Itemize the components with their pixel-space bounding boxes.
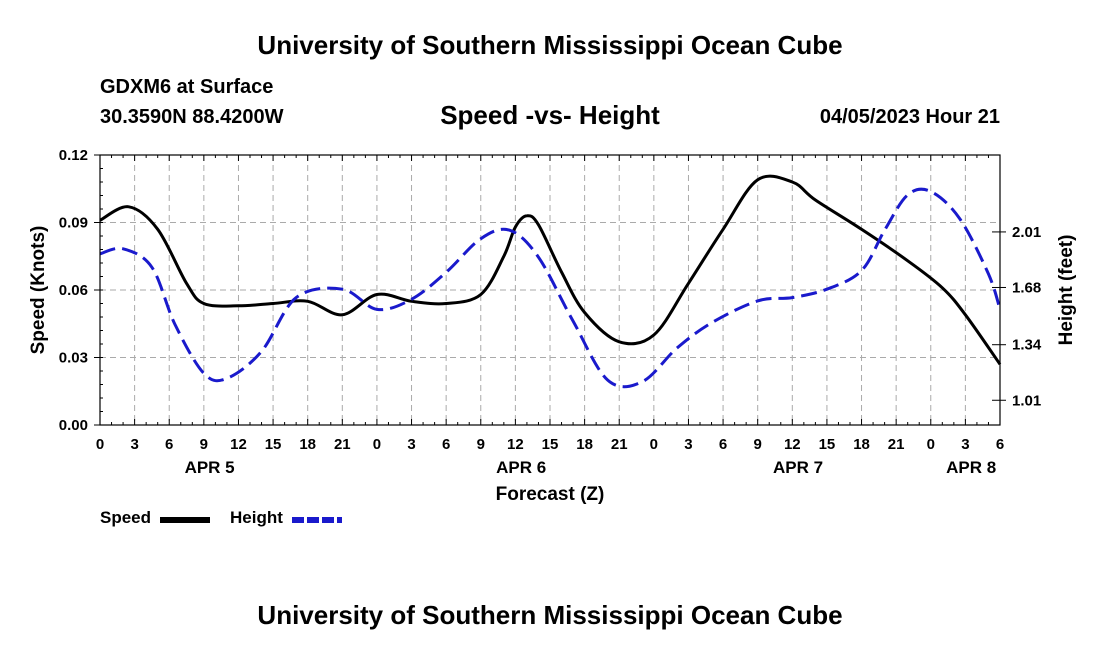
y-right-tick-label: 1.34	[1012, 337, 1042, 354]
x-tick-label: 6	[442, 436, 450, 453]
coordinates-label: 30.3590N 88.4200W	[100, 106, 284, 128]
x-tick-label: 0	[927, 436, 935, 453]
y-left-tick-label: 0.03	[59, 350, 88, 367]
x-tick-label: 15	[819, 436, 836, 453]
x-tick-label: 6	[719, 436, 727, 453]
series-line-height	[99, 187, 1002, 389]
axes	[94, 154, 1006, 426]
x-tick-label: 12	[784, 436, 801, 453]
day-label: APR 8	[946, 458, 996, 477]
x-tick-label: 6	[996, 436, 1004, 453]
page-title-top: University of Southern Mississippi Ocean…	[257, 30, 843, 60]
y-right-tick-label: 2.01	[1012, 224, 1041, 241]
x-tick-label: 3	[684, 436, 692, 453]
y-left-tick-label: 0.09	[59, 215, 88, 232]
x-tick-label: 3	[407, 436, 415, 453]
x-tick-label: 0	[373, 436, 381, 453]
x-tick-label: 21	[611, 436, 628, 453]
x-tick-label: 18	[576, 436, 593, 453]
x-tick-label: 21	[334, 436, 351, 453]
x-tick-label: 6	[165, 436, 173, 453]
day-label: APR 5	[185, 458, 235, 477]
x-tick-label: 0	[650, 436, 658, 453]
x-tick-label: 12	[507, 436, 524, 453]
y-right-tick-label: 1.68	[1012, 279, 1041, 296]
y-left-tick-label: 0.00	[59, 417, 88, 434]
x-tick-label: 18	[299, 436, 316, 453]
grid	[100, 155, 1000, 425]
y-left-tick-label: 0.12	[59, 147, 88, 164]
x-tick-label: 3	[961, 436, 969, 453]
legend-height-label: Height	[230, 508, 283, 527]
page-title-bottom: University of Southern Mississippi Ocean…	[257, 600, 843, 630]
x-axis-title: Forecast (Z)	[496, 484, 605, 505]
x-tick-label: 21	[888, 436, 905, 453]
x-tick-label: 15	[265, 436, 282, 453]
legend-speed-swatch	[160, 517, 210, 523]
x-tick-label: 0	[96, 436, 104, 453]
x-tick-label: 9	[200, 436, 208, 453]
x-tick-label: 12	[230, 436, 247, 453]
x-tick-label: 15	[542, 436, 559, 453]
axis-labels: Speed (Knots) Height (feet) Forecast (Z)…	[28, 147, 1077, 505]
series-layer	[99, 174, 1002, 389]
legend-height-swatch	[292, 517, 342, 523]
plot-frame	[99, 154, 1001, 426]
y-right-tick-label: 1.01	[1012, 392, 1041, 409]
station-label: GDXM6 at Surface	[100, 76, 274, 98]
chart-title: Speed -vs- Height	[440, 100, 660, 130]
forecast-datetime: 04/05/2023 Hour 21	[819, 106, 1000, 128]
day-label: APR 7	[773, 458, 823, 477]
x-tick-label: 9	[477, 436, 485, 453]
x-tick-label: 18	[853, 436, 870, 453]
y-axis-right-title: Height (feet)	[1056, 235, 1077, 346]
x-tick-label: 3	[130, 436, 138, 453]
x-tick-label: 9	[754, 436, 762, 453]
legend-speed-label: Speed	[100, 508, 152, 527]
day-label: APR 6	[496, 458, 546, 477]
series-line-speed	[99, 174, 1002, 366]
y-axis-left-title: Speed (Knots)	[28, 226, 49, 355]
y-left-tick-label: 0.06	[59, 282, 88, 299]
